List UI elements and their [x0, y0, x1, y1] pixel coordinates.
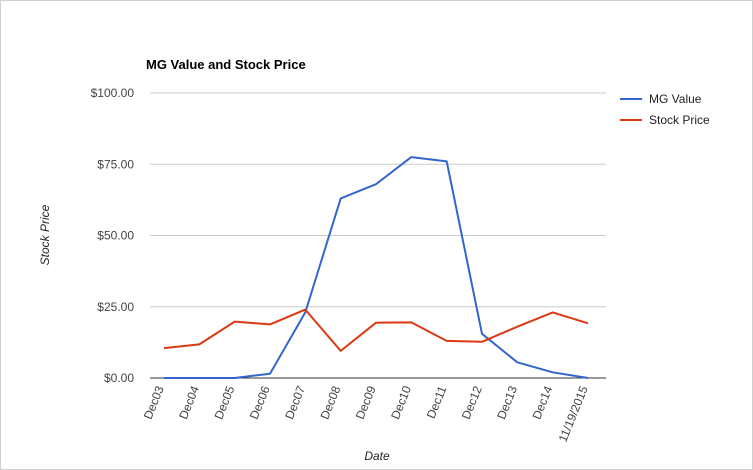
y-tick-label: $75.00 [97, 157, 134, 171]
x-tick-label: Dec13 [494, 384, 520, 422]
series-line-stock-price [163, 308, 589, 352]
legend: MG Value Stock Price [620, 92, 710, 127]
x-tick-label: Dec06 [247, 384, 273, 422]
x-tick-label: Dec14 [529, 384, 555, 422]
series-lines [163, 156, 589, 379]
x-tick-label: 11/19/2015 [556, 384, 591, 444]
x-tick-label: Dec03 [141, 384, 167, 422]
y-tick-label: $100.00 [91, 86, 135, 100]
x-tick-label: Dec07 [282, 384, 308, 422]
x-tick-label: Dec11 [424, 384, 450, 421]
legend-label: Stock Price [649, 113, 710, 127]
y-tick-label: $25.00 [97, 300, 134, 314]
y-tick-label: $0.00 [104, 371, 134, 385]
legend-label: MG Value [649, 92, 702, 106]
x-tick-label: Dec05 [211, 384, 237, 422]
x-tick-label: Dec08 [317, 384, 343, 422]
x-tick-label: Dec04 [176, 384, 202, 422]
x-axis-ticks: Dec03 Dec04 Dec05 Dec06 Dec07 Dec08 Dec09 Dec10… [141, 384, 591, 444]
x-tick-label: Dec10 [388, 384, 414, 422]
x-tick-label: Dec12 [459, 384, 485, 422]
y-axis-label: Stock Price [38, 204, 52, 265]
gridlines [150, 92, 606, 308]
series-line-mg-value [164, 156, 589, 379]
y-tick-label: $50.00 [97, 229, 134, 243]
y-axis-ticks: $0.00 $25.00 $50.00 $75.00 $100.00 [91, 86, 135, 385]
chart-title: MG Value and Stock Price [146, 57, 306, 72]
x-tick-label: Dec09 [353, 384, 379, 422]
x-axis-label: Date [364, 449, 390, 463]
